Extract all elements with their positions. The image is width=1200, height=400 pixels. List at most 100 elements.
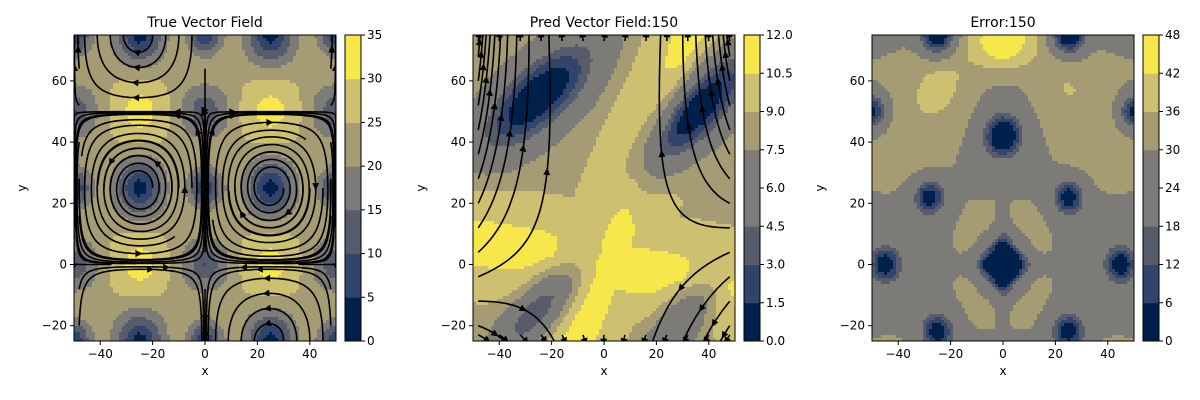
panel-title: True Vector Field	[146, 15, 263, 31]
x-tick-label: 0	[201, 347, 209, 361]
stream-arrow	[475, 35, 483, 38]
colorbar-tick-label: 30	[367, 72, 382, 86]
colorbar-tick-label: 1.5	[766, 296, 785, 310]
panel-2: Pred Vector Field:150 −40 −20 0 20 40 −20 0 20 40…	[414, 15, 793, 378]
colorbar-tick-label: 7.5	[766, 143, 785, 157]
stream-arrow	[580, 337, 588, 341]
stream-arrow	[600, 338, 608, 341]
x-axis-label: x	[201, 364, 208, 378]
stream-arrow	[662, 336, 669, 341]
colorbar-segment	[345, 253, 361, 298]
stream-arrow	[641, 337, 649, 341]
stream-arrow	[658, 149, 666, 158]
stream-arrow	[477, 50, 485, 59]
stream-arrow	[642, 35, 650, 38]
stream-arrow	[714, 77, 722, 85]
colorbar-segment	[1143, 264, 1159, 304]
streamline-2	[498, 35, 501, 42]
stream-arrow	[521, 336, 528, 341]
colorbar-tick-label: 20	[367, 159, 382, 173]
y-tick-label: −20	[42, 319, 67, 333]
panel-title: Error:150	[970, 15, 1035, 31]
stream-arrow	[663, 35, 671, 38]
stream-arrow	[719, 63, 727, 72]
colorbar-segment	[1143, 35, 1159, 74]
colorbar-tick-label: 12.0	[766, 28, 793, 42]
stream-arrow	[721, 330, 729, 339]
x-tick-label: −20	[539, 347, 564, 361]
colorbar-segment	[1143, 188, 1159, 227]
panel-3: Error:150 −40 −20 0 20 40 −20 0 20 40 60 x y 0 6 12 18 24…	[813, 15, 1180, 378]
stream-arrow	[708, 88, 716, 97]
stream-arrow	[579, 35, 587, 38]
colorbar: 0.0 1.5 3.0 4.5 6.0 7.5 9.0 10.5 12.0	[743, 28, 793, 348]
colorbar-segment	[1143, 149, 1159, 189]
x-axis-label: x	[600, 364, 607, 378]
stream-arrow	[560, 336, 567, 341]
x-tick-label: 40	[1100, 347, 1115, 361]
y-tick-label: 0	[59, 258, 67, 272]
stream-arrow	[519, 144, 527, 152]
stream-arrow	[601, 35, 609, 38]
stream-arrow	[699, 303, 706, 312]
colorbar-tick-label: 10	[367, 247, 382, 261]
stream-arrow	[724, 38, 732, 46]
y-tick-label: 60	[52, 74, 67, 88]
y-axis-label: y	[15, 184, 29, 191]
x-axis-label: x	[999, 364, 1006, 378]
stream-arrow	[266, 118, 274, 126]
stream-arrow	[495, 35, 503, 38]
colorbar-tick-label: 48	[1165, 28, 1180, 42]
stream-arrow	[263, 304, 272, 312]
x-tick-label: 40	[302, 347, 317, 361]
x-tick-label: −40	[886, 347, 911, 361]
colorbar-tick-label: 0	[1165, 334, 1173, 348]
y-tick-label: 0	[857, 258, 865, 272]
x-tick-label: 20	[250, 347, 265, 361]
colorbar-tick-label: 3.0	[766, 258, 785, 272]
stream-arrow	[699, 105, 707, 113]
x-tick-label: 0	[999, 347, 1007, 361]
stream-arrow	[131, 79, 139, 87]
stream-arrow	[331, 63, 336, 71]
colorbar-tick-label: 9.0	[766, 105, 785, 119]
colorbar-tick-label: 18	[1165, 219, 1180, 233]
streamline-0	[477, 35, 480, 42]
y-tick-label: −20	[441, 319, 466, 333]
y-tick-label: 20	[451, 196, 466, 210]
colorbar-segment	[744, 264, 760, 304]
x-tick-label: 20	[649, 347, 664, 361]
stream-arrow	[240, 263, 248, 271]
colorbar-segment	[744, 188, 760, 227]
stream-arrow	[262, 289, 270, 297]
colorbar-tick-label: 6.0	[766, 181, 785, 195]
colorbar-tick-label: 25	[367, 115, 382, 129]
stream-arrow	[543, 167, 551, 176]
colorbar-tick-label: 24	[1165, 181, 1180, 195]
panel-1: True Vector Field −40 −20 0 20 40 −20 0 20 40 60 x y…	[15, 15, 382, 378]
stream-arrow	[705, 35, 713, 38]
stream-arrow	[328, 45, 336, 53]
x-tick-label: 40	[701, 347, 716, 361]
y-tick-label: 40	[850, 135, 865, 149]
stream-arrow	[201, 109, 209, 117]
stream-arrow	[135, 250, 143, 258]
stream-arrow	[497, 113, 505, 122]
colorbar-segment	[345, 122, 361, 167]
colorbar-tick-label: 42	[1165, 66, 1180, 80]
colorbar-tick-label: 15	[367, 203, 382, 217]
colorbar-tick-label: 4.5	[766, 219, 785, 233]
y-tick-label: 20	[52, 196, 67, 210]
stream-arrow	[540, 335, 547, 341]
colorbar-segment	[744, 111, 760, 151]
stream-arrow	[684, 35, 692, 38]
y-tick-label: 0	[458, 258, 466, 272]
stream-arrow	[537, 35, 545, 38]
y-tick-label: 20	[850, 196, 865, 210]
colorbar-frame	[344, 34, 362, 342]
stream-arrow	[678, 283, 686, 292]
stream-arrow	[479, 63, 487, 71]
stream-arrow	[505, 129, 513, 138]
x-tick-label: −40	[487, 347, 512, 361]
